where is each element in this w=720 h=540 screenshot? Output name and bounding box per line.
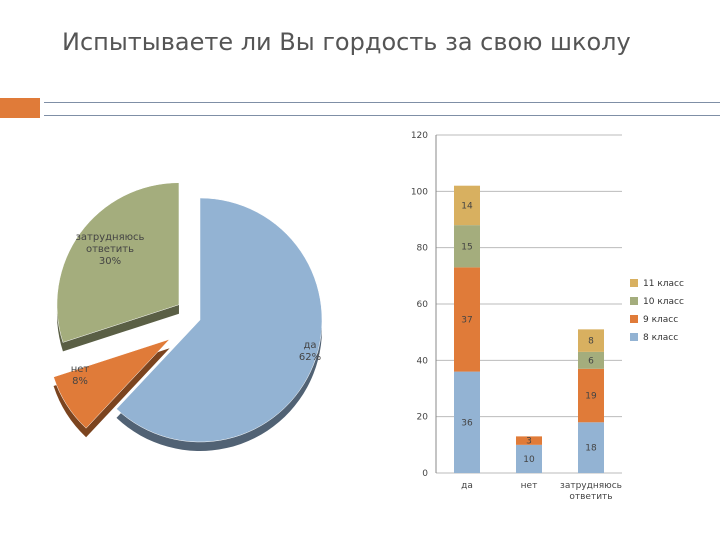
bar-segment <box>578 368 604 423</box>
y-tick-label: 20 <box>417 413 429 423</box>
y-tick-label: 60 <box>417 300 429 310</box>
pie-slice <box>116 197 323 443</box>
bar-segment <box>454 185 480 226</box>
pie-slice <box>56 182 180 343</box>
y-tick-label: 40 <box>417 356 429 366</box>
legend-label: 8 класс <box>643 333 678 343</box>
x-tick-label: нет <box>521 481 538 491</box>
bar-segment <box>516 436 542 445</box>
y-tick-label: 80 <box>417 244 429 254</box>
legend-swatch <box>630 315 638 323</box>
legend-swatch <box>630 297 638 305</box>
bar-segment <box>454 225 480 268</box>
bar-segment <box>578 329 604 352</box>
pie-data-label: да 62% <box>299 340 321 363</box>
bar-data-label: 3 <box>526 437 532 447</box>
pie-data-label: затрудняюсь ответить 30% <box>76 232 145 267</box>
legend-label: 11 класс <box>643 279 684 289</box>
x-tick-label: да <box>461 481 473 491</box>
title-divider <box>0 98 720 122</box>
bar-data-label: 18 <box>585 444 597 454</box>
bar-segment <box>454 371 480 473</box>
accent-block <box>0 98 40 118</box>
y-tick-label: 0 <box>422 469 428 479</box>
bar-data-label: 14 <box>461 201 473 211</box>
bar-segment <box>454 267 480 372</box>
slide-title: Испытываете ли Вы гордость за свою школу <box>62 28 631 56</box>
pie-data-label: нет 8% <box>71 364 90 387</box>
divider-line-bottom <box>44 115 720 116</box>
legend-swatch <box>630 279 638 287</box>
bar-data-label: 36 <box>461 418 473 428</box>
bar-segment <box>516 444 542 473</box>
y-tick-label: 120 <box>411 131 428 141</box>
bar-data-label: 15 <box>461 242 472 252</box>
y-tick-label: 100 <box>411 187 428 197</box>
bar-segment <box>578 422 604 473</box>
legend-label: 10 класс <box>643 297 684 307</box>
x-tick-label: затрудняюсь ответить <box>560 481 622 502</box>
pie-slice <box>53 339 170 429</box>
divider-line-top <box>44 102 720 103</box>
legend-swatch <box>630 333 638 341</box>
bar-segment <box>578 351 604 369</box>
bar-data-label: 19 <box>585 392 597 402</box>
legend-label: 9 класс <box>643 315 678 325</box>
bar-data-label: 37 <box>461 315 472 325</box>
bar-data-label: 8 <box>588 337 594 347</box>
bar-data-label: 10 <box>523 455 535 465</box>
bar-data-label: 6 <box>588 356 594 366</box>
